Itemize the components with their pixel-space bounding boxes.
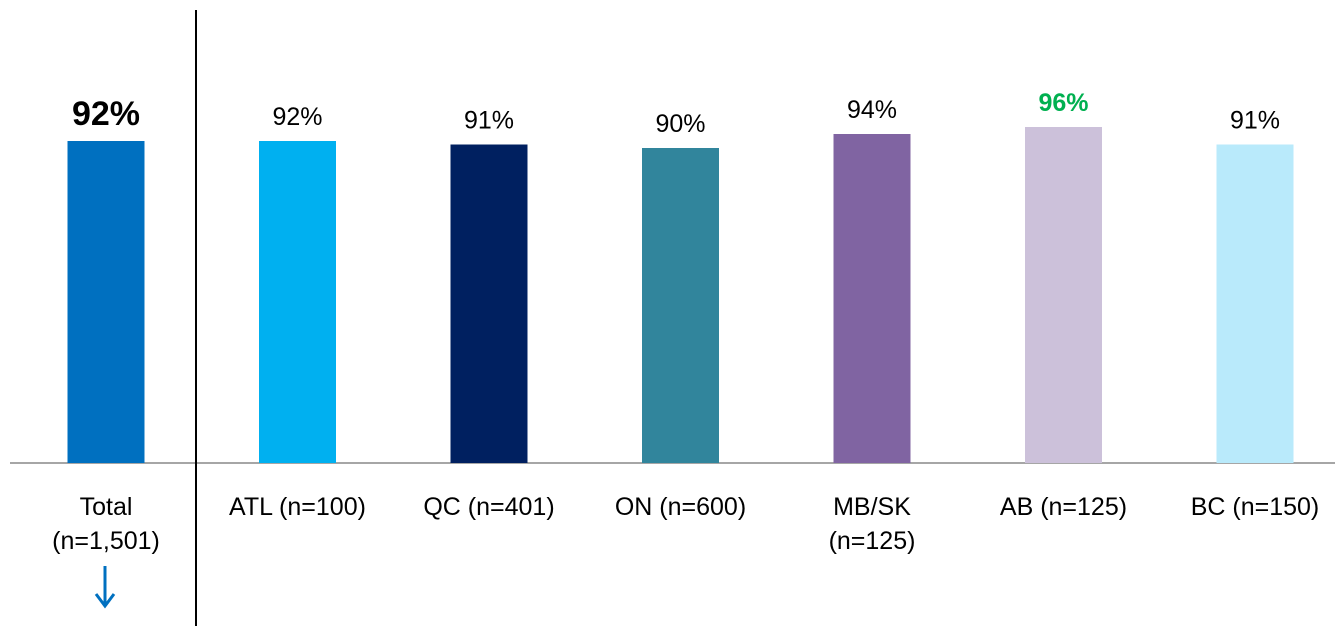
bar-2	[450, 144, 528, 463]
category-label-5: AB (n=125)	[974, 490, 1154, 524]
value-label-0: 92%	[72, 95, 140, 133]
down-arrow-icon	[94, 566, 116, 609]
category-label-line: MB/SK	[833, 493, 911, 521]
category-label-6: BC (n=150)	[1165, 490, 1335, 524]
bar-4	[833, 134, 911, 463]
value-label-2: 91%	[464, 107, 514, 135]
bar-0	[67, 141, 145, 463]
category-label-line: ATL (n=100)	[229, 493, 366, 521]
category-label-1: ATL (n=100)	[208, 490, 388, 524]
category-label-line: Total	[79, 493, 133, 521]
value-labels-group: 92% 92% 91% 90% 94% 96% 91%	[72, 89, 1280, 138]
value-label-6: 91%	[1230, 107, 1280, 135]
category-label-line: BC (n=150)	[1190, 493, 1320, 521]
bar-5	[1025, 127, 1102, 463]
category-label-line: ON (n=600)	[614, 493, 747, 521]
bars-group	[67, 127, 1294, 463]
bar-3	[642, 148, 719, 463]
value-label-4: 94%	[847, 96, 897, 124]
category-label-line: AB (n=125)	[999, 493, 1128, 521]
category-label-line: (n=1,501)	[52, 527, 160, 555]
value-label-1: 92%	[272, 103, 322, 131]
category-label-3: ON (n=600)	[591, 490, 771, 524]
category-label-4: MB/SK (n=125)	[782, 490, 962, 558]
bar-6	[1216, 144, 1294, 463]
category-label-0: Total (n=1,501)	[16, 490, 196, 558]
value-label-3: 90%	[655, 110, 705, 138]
category-label-line: QC (n=401)	[423, 493, 555, 521]
category-label-2: QC (n=401)	[399, 490, 579, 524]
value-label-5: 96%	[1038, 89, 1088, 117]
bar-1	[259, 141, 336, 463]
category-label-line: (n=125)	[828, 527, 916, 555]
